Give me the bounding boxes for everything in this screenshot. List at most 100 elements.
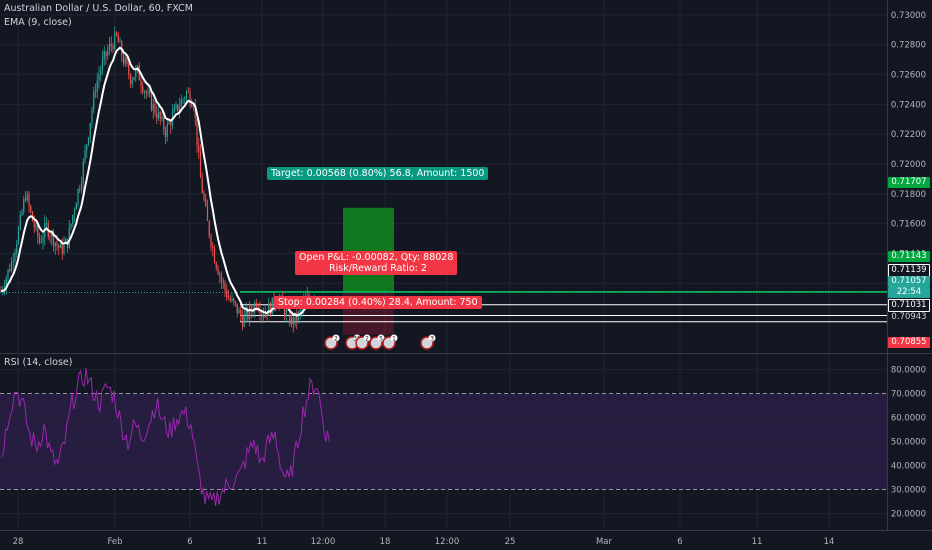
- rsi-tick-label: 40.0000: [891, 462, 926, 472]
- candle-body: [156, 113, 158, 119]
- candle-body: [241, 316, 244, 327]
- candle-body: [199, 152, 202, 178]
- rsi-tick-label: 70.0000: [891, 389, 926, 399]
- candle-body: [105, 51, 107, 57]
- x-tick-label: 18: [380, 537, 391, 547]
- rsi-tick-label: 30.0000: [891, 486, 926, 496]
- candle-body: [157, 112, 160, 119]
- x-tick-label: 28: [13, 537, 24, 547]
- candle-body: [210, 235, 212, 247]
- candle-body: [63, 243, 65, 254]
- candle-body: [19, 214, 21, 229]
- candle-body: [108, 43, 111, 51]
- candle-body: [198, 145, 200, 153]
- candle-body: [217, 267, 219, 275]
- event-badge[interactable]: 2: [324, 334, 340, 350]
- candle-body: [117, 34, 119, 43]
- candle-body: [189, 92, 191, 105]
- candle-body: [294, 312, 296, 325]
- event-badge[interactable]: 5: [369, 334, 385, 350]
- open-pl-text: Open P&L: -0.00082, Qty: 88028: [299, 252, 454, 263]
- candle-body: [79, 189, 81, 190]
- badge-count-bg: [377, 334, 385, 342]
- candle-body: [93, 91, 95, 110]
- candle-body: [205, 199, 207, 206]
- badge-count-bg: [428, 334, 436, 342]
- candle-body: [145, 91, 147, 94]
- candle-body: [26, 194, 28, 201]
- x-tick-label: 14: [824, 537, 835, 547]
- candle-body: [91, 109, 93, 123]
- candle-body: [138, 65, 140, 81]
- candle-body: [231, 298, 233, 301]
- candle-body: [128, 63, 130, 75]
- event-badge[interactable]: 3: [420, 334, 436, 350]
- candle-body: [40, 241, 42, 243]
- candle-body: [9, 269, 11, 272]
- candle-body: [201, 177, 203, 194]
- candle-body: [254, 302, 256, 313]
- candle-body: [96, 80, 98, 93]
- target-price-tag: 0.71707: [888, 177, 930, 188]
- candle-body: [49, 236, 51, 238]
- stop-label[interactable]: Stop: 0.00284 (0.40%) 28.4, Amount: 750: [274, 296, 482, 309]
- candle-body: [23, 199, 25, 212]
- candle-body: [101, 58, 104, 70]
- candle-body: [114, 32, 116, 50]
- candle-body: [247, 309, 249, 319]
- candle-body: [61, 244, 63, 254]
- candle-body: [94, 91, 97, 93]
- candle-body: [194, 107, 196, 119]
- x-tick-label: 11: [257, 537, 268, 547]
- candle-body: [124, 58, 126, 64]
- candle-body: [299, 309, 301, 313]
- candle-body: [45, 223, 48, 224]
- candle-body: [222, 281, 224, 283]
- candle-body: [87, 137, 90, 145]
- event-badge[interactable]: 1: [382, 334, 398, 350]
- target-zone: [343, 207, 394, 292]
- rsi-tick-label: 80.0000: [891, 365, 926, 375]
- candle-body: [10, 261, 13, 272]
- candle-body: [35, 224, 37, 228]
- y-tick-label: 0.72400: [891, 100, 926, 110]
- x-tick-label: 6: [187, 537, 192, 547]
- badge-count: 2: [334, 336, 338, 343]
- candle-body: [184, 98, 186, 100]
- rsi-tick-label: 50.0000: [891, 438, 926, 448]
- candle-body: [122, 55, 125, 64]
- candle-body: [163, 116, 165, 130]
- rsi-tick-label: 20.0000: [891, 510, 926, 520]
- open-pl-label[interactable]: Open P&L: -0.00082, Qty: 88028 Risk/Rewa…: [295, 251, 458, 275]
- event-badge[interactable]: 2: [355, 334, 371, 350]
- candle-body: [229, 298, 231, 301]
- candle-body: [175, 104, 177, 108]
- target-label[interactable]: Target: 0.00568 (0.80%) 56.8, Amount: 15…: [267, 167, 489, 180]
- rsi-legend: RSI (14, close): [4, 357, 73, 368]
- candle-body: [178, 106, 181, 112]
- candle-body: [173, 107, 175, 113]
- candle-body: [100, 69, 102, 76]
- candle-body: [28, 194, 30, 206]
- y-tick-label: 0.71800: [891, 190, 926, 200]
- candle-body: [264, 313, 266, 318]
- candle-body: [37, 224, 39, 237]
- price-tag-5: 0.71031: [888, 299, 930, 312]
- candle-body: [226, 289, 228, 298]
- candle-body: [110, 43, 112, 46]
- candle-body: [203, 193, 205, 200]
- candle-body: [112, 45, 114, 50]
- candle-body: [143, 91, 146, 93]
- candle-body: [30, 205, 32, 212]
- y-tick-label: 0.72000: [891, 160, 926, 170]
- candle-body: [180, 99, 182, 107]
- candle-body: [271, 297, 273, 315]
- candle-body: [161, 116, 163, 119]
- badge-count: 5: [379, 336, 383, 343]
- candle-body: [240, 309, 242, 317]
- candle-body: [285, 309, 287, 316]
- candle-body: [73, 209, 76, 215]
- badge-count: 3: [430, 336, 434, 343]
- candle-body: [42, 237, 44, 242]
